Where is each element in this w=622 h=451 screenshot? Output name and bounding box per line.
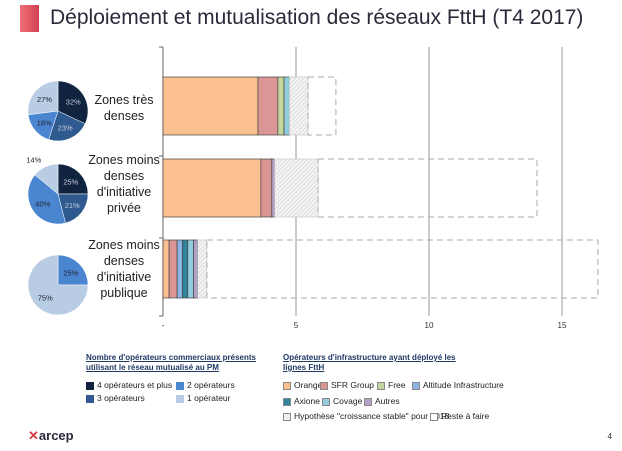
- bar-legend-item: Covage: [322, 396, 362, 406]
- x-tick-label: 5: [294, 321, 299, 330]
- pie-legend-title: Nombre d'opérateurs commerciaux présents…: [86, 353, 256, 372]
- bar-segment: [162, 158, 262, 218]
- bar-segment: [271, 158, 275, 218]
- zone-label-line: denses: [103, 254, 145, 268]
- legend-swatch: [283, 381, 291, 390]
- pie-legend-item: 2 opérateurs: [176, 380, 235, 390]
- zone-label-line: denses: [103, 169, 145, 183]
- zone-label: Zones très denses: [84, 92, 164, 124]
- x-tick-label: -: [162, 321, 165, 330]
- pie-label: 40%: [35, 200, 50, 209]
- pie-slice: [57, 193, 89, 224]
- legend-swatch: [283, 412, 291, 421]
- page-number: 4: [607, 432, 612, 441]
- pie-legend-item: 3 opérateurs: [86, 393, 145, 403]
- zone-label-line: denses: [103, 109, 145, 123]
- pie-label: 25%: [63, 268, 78, 277]
- legend-swatch: [176, 381, 184, 390]
- legend-swatch: [320, 381, 328, 390]
- zone-label-line: Zones moins: [88, 238, 160, 252]
- legend-swatch: [86, 381, 94, 390]
- pie-legend-item: 1 opérateur: [176, 393, 230, 403]
- zone-label-line: publique: [100, 286, 148, 300]
- bar-legend-item: Free: [377, 380, 405, 390]
- pie-label: 23%: [58, 124, 73, 133]
- pie-slice: [48, 110, 86, 142]
- bar-legend-item: Axione: [283, 396, 320, 406]
- bar-segment: [307, 76, 337, 136]
- zone-label: Zones moins denses d'initiative publique: [84, 237, 164, 301]
- bar-segment: [274, 158, 319, 218]
- zone-label-line: d'initiative: [96, 185, 152, 199]
- zone-label-line: Zones très: [94, 93, 154, 107]
- legend-swatch: [364, 397, 372, 406]
- pie-slice: [27, 80, 59, 116]
- pie-label: 18%: [37, 118, 52, 127]
- legend-swatch: [283, 397, 291, 406]
- pie-label: 14%: [26, 156, 41, 165]
- pie-slice: [34, 163, 59, 195]
- pie-slice: [27, 254, 89, 316]
- bar-legend-title: Opérateurs d'infrastructure ayant déploy…: [283, 353, 456, 372]
- pie-label: 25%: [63, 177, 78, 186]
- bar-legend-item: Orange: [283, 380, 322, 390]
- legend-swatch: [176, 394, 184, 403]
- bar-segment: [257, 76, 279, 136]
- bar-legend-item: Reste à faire: [430, 411, 489, 421]
- legend-swatch: [430, 412, 438, 421]
- arcep-logo: ✕arcep: [28, 428, 74, 443]
- pie-label: 21%: [65, 201, 80, 210]
- bar-segment: [289, 76, 309, 136]
- pie-label: 32%: [66, 97, 81, 106]
- bar-segment: [283, 76, 290, 136]
- pie-label: 75%: [38, 294, 53, 303]
- legend-swatch: [322, 397, 330, 406]
- x-tick-label: 15: [558, 321, 567, 330]
- pie-legend-item: 4 opérateurs et plus: [86, 380, 172, 390]
- pie-slice: [57, 163, 89, 195]
- bar-segment: [277, 76, 285, 136]
- bar-segment: [187, 239, 194, 299]
- pie-slice: [27, 174, 66, 225]
- pie-label: 27%: [37, 95, 52, 104]
- legend-swatch: [86, 394, 94, 403]
- legend-swatch: [377, 381, 385, 390]
- bar-legend-item: SFR Group: [320, 380, 374, 390]
- bar-legend-item: Autres: [364, 396, 400, 406]
- bar-segment: [197, 239, 208, 299]
- pie-slice: [57, 80, 89, 125]
- bar-segment: [162, 76, 259, 136]
- bar-segment: [260, 158, 273, 218]
- bar-segment: [182, 239, 189, 299]
- bar-segment: [193, 239, 198, 299]
- zone-label-line: d'initiative: [96, 270, 152, 284]
- title-accent: [20, 5, 39, 32]
- bar-segment: [168, 239, 178, 299]
- bar-segment: [206, 239, 599, 299]
- bar-segment: [176, 239, 183, 299]
- page-title: Déploiement et mutualisation des réseaux…: [50, 6, 584, 29]
- bar-legend-item: Hypothèse "croissance stable" pour 2018: [283, 411, 449, 421]
- x-tick-label: 10: [425, 321, 434, 330]
- bar-segment: [317, 158, 538, 218]
- legend-swatch: [412, 381, 420, 390]
- zone-label-line: Zones moins: [88, 153, 160, 167]
- zone-label: Zones moins denses d'initiative privée: [84, 152, 164, 216]
- pie-slice: [57, 254, 89, 286]
- zone-label-line: privée: [106, 201, 142, 215]
- bar-legend-item: Altitude Infrastructure: [412, 380, 504, 390]
